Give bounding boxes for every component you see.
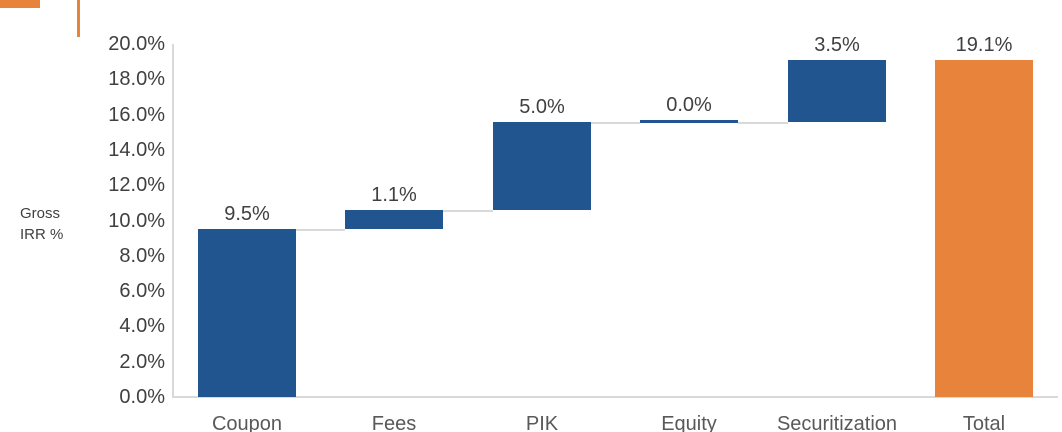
y-tick-label: 6.0% [119, 280, 165, 302]
y-axis-line [172, 44, 174, 397]
data-label-pik: 5.0% [519, 96, 565, 118]
category-label-total: Total [962, 413, 1006, 432]
connector-line [296, 229, 345, 231]
connector-line [738, 122, 788, 124]
data-label-fees: 1.1% [371, 184, 417, 206]
logo-accent-rule [77, 0, 80, 37]
category-label-equity: Equity [661, 413, 717, 432]
connector-line [591, 122, 640, 124]
data-label-total: 19.1% [955, 34, 1013, 56]
y-tick-label: 8.0% [119, 245, 165, 267]
category-label-coupon: Coupon [211, 413, 283, 432]
y-tick-label: 20.0% [108, 33, 165, 55]
y-tick-label: 0.0% [119, 386, 165, 408]
data-label-equity: 0.0% [666, 94, 712, 116]
bar-fees [345, 210, 443, 229]
data-label-securitization: 3.5% [814, 34, 860, 56]
y-tick-label: 2.0% [119, 351, 165, 373]
bar-coupon [198, 229, 296, 397]
category-label-pik: PIK [525, 413, 559, 432]
bar-total [935, 60, 1033, 397]
y-axis-title: Gross IRR % [20, 205, 64, 243]
data-label-coupon: 9.5% [224, 203, 270, 225]
bar-pik [493, 122, 591, 210]
bar-equity [640, 120, 738, 123]
category-label-securitization: Securitization [776, 413, 898, 432]
connector-line [443, 210, 493, 212]
y-tick-label: 12.0% [108, 174, 165, 196]
logo-accent-block [0, 0, 40, 8]
y-tick-label: 4.0% [119, 315, 165, 337]
category-label-fees: Fees [371, 413, 417, 432]
bar-securitization [788, 60, 886, 122]
y-tick-label: 14.0% [108, 139, 165, 161]
y-tick-label: 16.0% [108, 104, 165, 126]
x-axis-line [172, 396, 1058, 398]
y-tick-label: 10.0% [108, 210, 165, 232]
y-tick-label: 18.0% [108, 68, 165, 90]
